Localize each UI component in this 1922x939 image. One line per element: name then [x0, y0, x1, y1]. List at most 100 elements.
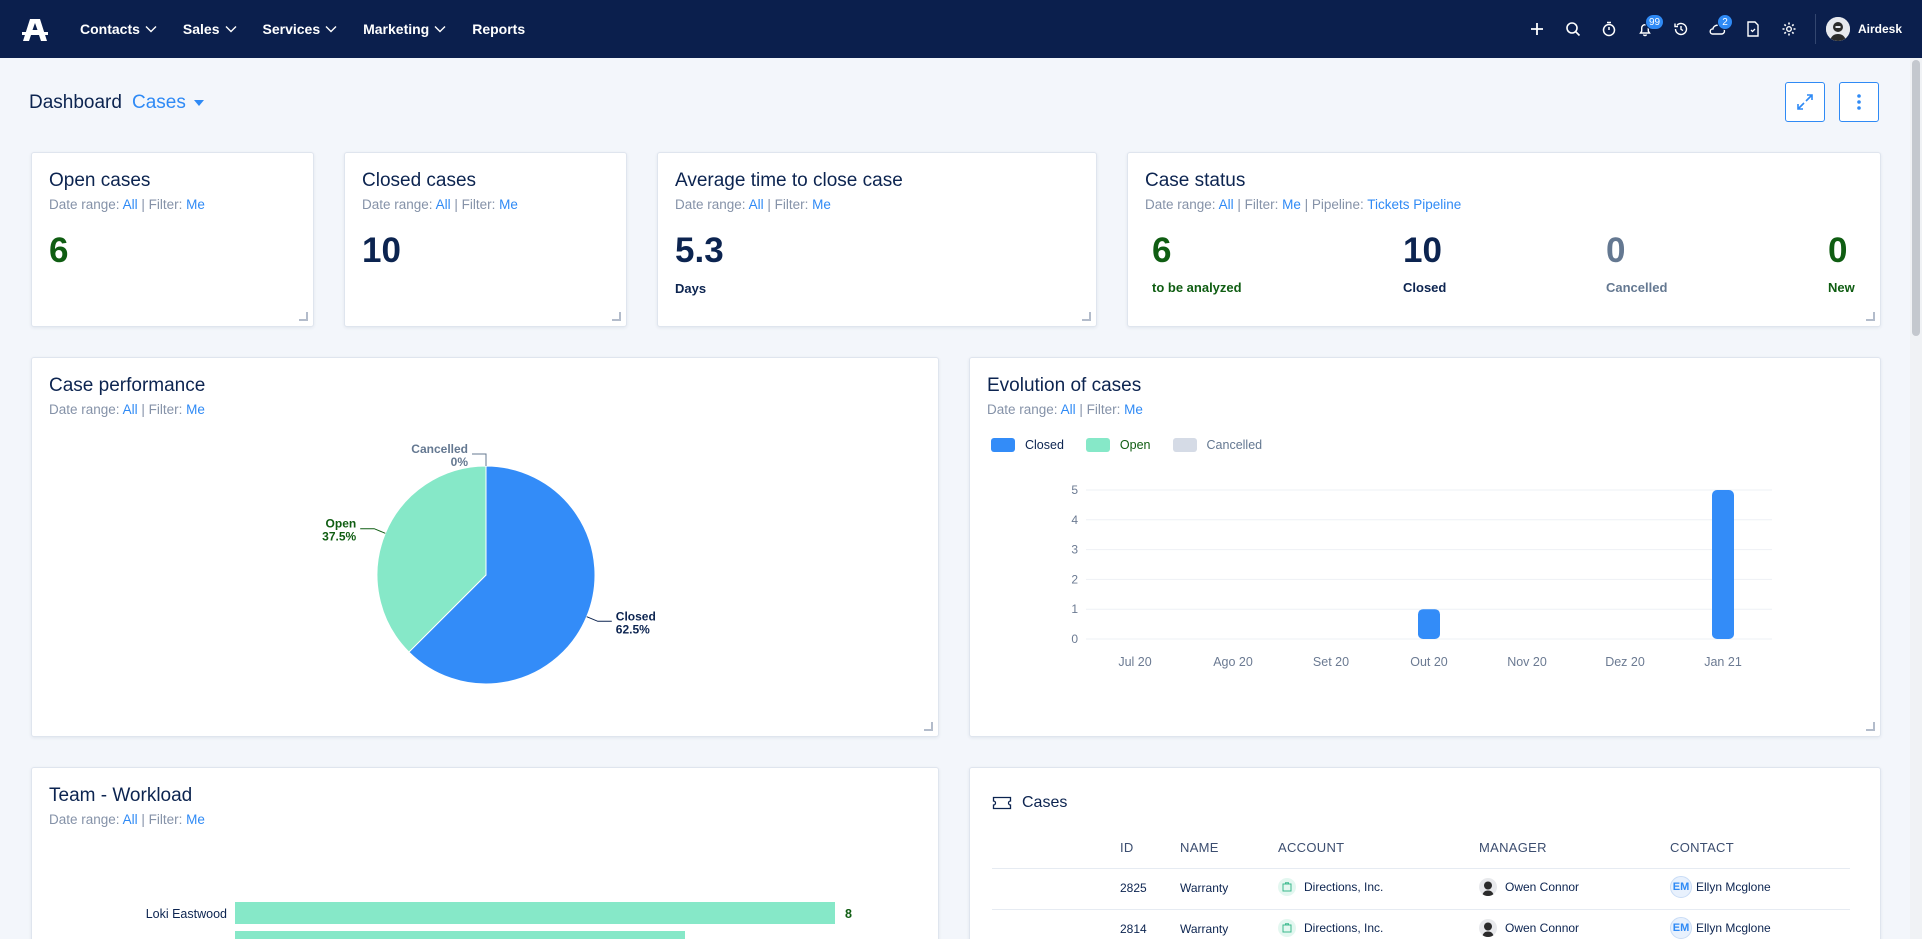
legend-label: Closed — [1025, 438, 1064, 452]
filter-link[interactable]: Me — [186, 197, 205, 212]
page-scrollbar[interactable] — [1910, 58, 1922, 939]
pie-value-label: 37.5% — [322, 530, 356, 544]
table-cell-contact[interactable]: EM Ellyn Mcglone — [1670, 876, 1771, 898]
row-divider — [992, 868, 1850, 869]
x-tick-label: Ago 20 — [1213, 655, 1253, 669]
filter-link[interactable]: Me — [186, 812, 205, 827]
table-cell-manager[interactable]: Owen Connor — [1479, 878, 1579, 896]
workload-bar[interactable] — [235, 931, 685, 939]
resize-handle[interactable] — [924, 722, 933, 731]
document-icon[interactable] — [1735, 0, 1771, 58]
filter-link[interactable]: Me — [186, 402, 205, 417]
pie-slice-closed[interactable] — [408, 465, 596, 685]
date-range-link[interactable]: All — [1218, 197, 1234, 212]
table-cell-manager[interactable]: Owen Connor — [1479, 919, 1579, 937]
date-range-link[interactable]: All — [122, 197, 138, 212]
resize-handle[interactable] — [1866, 312, 1875, 321]
filter-link[interactable]: Me — [499, 197, 518, 212]
plus-icon[interactable] — [1519, 0, 1555, 58]
nav-reports[interactable]: Reports — [472, 21, 526, 37]
filter-link[interactable]: Me — [812, 197, 831, 212]
legend-item-open[interactable]: Open — [1085, 438, 1151, 452]
status-to-be-analyzed[interactable]: 6 to be analyzed — [1152, 231, 1242, 295]
filter-link[interactable]: Me — [1124, 402, 1143, 417]
pie-value-label: 0% — [451, 455, 469, 469]
filter-link[interactable]: Me — [1282, 197, 1301, 212]
date-range-link[interactable]: All — [435, 197, 451, 212]
case-status-widget: Case status Date range: All | Filter: Me… — [1127, 152, 1881, 327]
user-name: Airdesk — [1857, 22, 1902, 36]
kebab-menu-icon — [1857, 94, 1861, 110]
table-cell-name[interactable]: Warranty — [1180, 881, 1229, 895]
widget-title: Case status — [1145, 170, 1246, 191]
table-cell-contact[interactable]: EM Ellyn Mcglone — [1670, 917, 1771, 939]
date-range-link[interactable]: All — [1060, 402, 1076, 417]
evolution-bar-chart: 0 1 2 3 4 5 Jul 20 Ago 20 Set 20 Out 20 Nov 20 Dez … — [1071, 483, 1772, 669]
main-menu: Contacts Sales Services Marketing Reports — [80, 0, 551, 58]
user-menu[interactable]: Airdesk — [1825, 17, 1902, 41]
column-header-contact[interactable]: CONTACT — [1670, 840, 1734, 855]
workload-bar[interactable] — [235, 902, 835, 924]
scrollbar-thumb[interactable] — [1912, 60, 1920, 336]
y-tick-label: 1 — [1071, 602, 1078, 616]
cases-table-widget: Cases ID NAME ACCOUNT MANAGER CONTACT 28… — [969, 767, 1881, 939]
nav-services[interactable]: Services — [263, 21, 338, 37]
widget-title: Case performance — [49, 375, 206, 396]
manager-avatar — [1479, 919, 1497, 937]
column-header-manager[interactable]: MANAGER — [1479, 840, 1547, 855]
date-range-link[interactable]: All — [748, 197, 764, 212]
nav-marketing[interactable]: Marketing — [363, 21, 446, 37]
resize-handle[interactable] — [299, 312, 308, 321]
status-cancelled[interactable]: 0 Cancelled — [1606, 231, 1668, 295]
legend-item-closed[interactable]: Closed — [991, 438, 1064, 452]
nav-contacts[interactable]: Contacts — [80, 21, 157, 37]
bell-icon[interactable]: 99 — [1627, 0, 1665, 58]
timer-icon[interactable] — [1591, 0, 1627, 58]
workload-value-label: 8 — [845, 907, 852, 921]
date-range-link[interactable]: All — [122, 402, 138, 417]
cases-table-header: Cases — [992, 794, 1067, 812]
resize-handle[interactable] — [612, 312, 621, 321]
history-icon[interactable] — [1663, 0, 1699, 58]
pipeline-link[interactable]: Tickets Pipeline — [1367, 197, 1462, 212]
status-new[interactable]: 0 New — [1828, 231, 1855, 295]
dashboard-view-select[interactable]: Cases — [132, 92, 204, 114]
resize-handle[interactable] — [1082, 312, 1091, 321]
status-closed[interactable]: 10 Closed — [1403, 231, 1447, 295]
row-divider — [992, 909, 1850, 910]
column-header-account[interactable]: ACCOUNT — [1278, 840, 1345, 855]
widget-filters: Date range: All | Filter: Me — [362, 197, 518, 212]
nav-sales[interactable]: Sales — [183, 21, 237, 37]
legend-item-cancelled[interactable]: Cancelled — [1172, 438, 1262, 452]
bar-closed[interactable] — [1418, 609, 1440, 639]
table-cell-account[interactable]: Directions, Inc. — [1278, 878, 1383, 896]
gear-icon[interactable] — [1771, 0, 1807, 58]
widget-filters: Date range: All | Filter: Me — [49, 197, 205, 212]
column-header-name[interactable]: NAME — [1180, 840, 1219, 855]
expand-icon — [1797, 94, 1813, 110]
search-icon[interactable] — [1555, 0, 1591, 58]
pie-value-label: 62.5% — [616, 622, 650, 636]
legend-swatch — [1085, 438, 1110, 452]
open-cases-widget: Open cases Date range: All | Filter: Me … — [31, 152, 314, 327]
cloud-icon[interactable]: 2 — [1699, 0, 1735, 58]
column-header-id[interactable]: ID — [1120, 840, 1134, 855]
more-options-button[interactable] — [1839, 82, 1879, 122]
table-cell-name[interactable]: Warranty — [1180, 922, 1229, 936]
widget-title: Closed cases — [362, 170, 477, 191]
fullscreen-button[interactable] — [1785, 82, 1825, 122]
bar-closed[interactable] — [1712, 490, 1734, 639]
average-close-time-value: 5.3 — [675, 231, 724, 270]
average-close-time-widget: Average time to close case Date range: A… — [657, 152, 1097, 327]
pie-label: Open — [326, 517, 357, 531]
table-cell-id[interactable]: 2825 — [1120, 881, 1147, 895]
widget-filters: Date range: All | Filter: Me | Pipeline:… — [1145, 197, 1462, 212]
table-cell-id[interactable]: 2814 — [1120, 922, 1147, 936]
legend-swatch — [991, 438, 1015, 452]
table-cell-account[interactable]: Directions, Inc. — [1278, 919, 1383, 937]
date-range-link[interactable]: All — [122, 812, 138, 827]
resize-handle[interactable] — [1866, 722, 1875, 731]
airdesk-logo-icon[interactable] — [22, 17, 48, 43]
ticket-icon — [992, 796, 1012, 810]
closed-cases-widget: Closed cases Date range: All | Filter: M… — [344, 152, 627, 327]
